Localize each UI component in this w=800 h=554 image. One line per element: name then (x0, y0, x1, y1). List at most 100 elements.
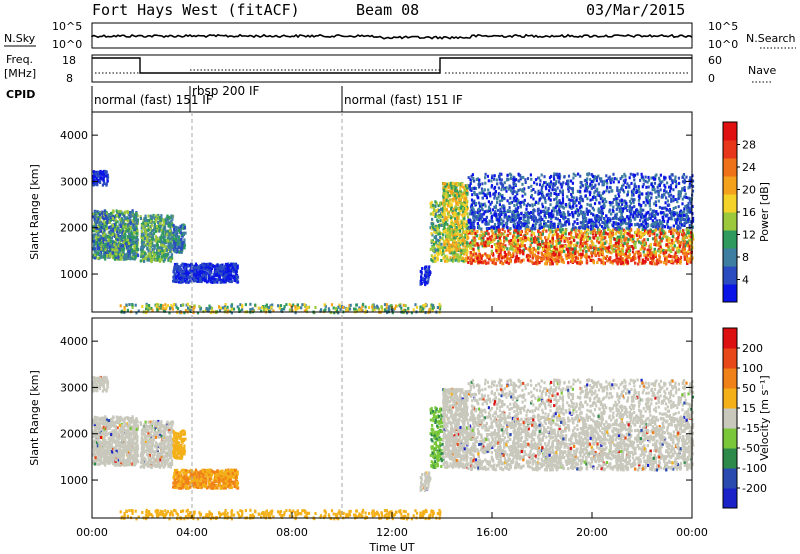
power-cell (98, 218, 102, 222)
power-cell (136, 214, 139, 218)
power-cell (236, 280, 239, 284)
power-cell (115, 252, 118, 256)
power-cell (217, 272, 220, 276)
power-cell (434, 235, 437, 239)
power-cell (111, 233, 114, 237)
power-cell (176, 242, 179, 246)
power-cell (435, 256, 438, 260)
power-cell (115, 248, 118, 252)
power-cell (223, 278, 226, 282)
power-cell (164, 228, 167, 232)
nsearch-tick-top: 10^5 (708, 20, 738, 33)
power-cell (457, 253, 460, 257)
power-cell (104, 217, 107, 220)
power-cell (103, 232, 106, 236)
power-cell (463, 197, 466, 201)
power-cell (97, 220, 100, 224)
power-cell (226, 276, 229, 279)
power-cell (146, 236, 149, 240)
power-cell (157, 224, 160, 228)
power-cell (428, 265, 431, 269)
power-cell (180, 276, 183, 280)
power-cell (166, 254, 169, 258)
power-cell (199, 269, 202, 273)
power-cell (115, 254, 119, 258)
power-cell (427, 275, 430, 279)
beam-label: Beam 08 (356, 1, 419, 19)
power-cell (132, 221, 135, 225)
power-cell (154, 235, 157, 239)
power-cell (213, 267, 217, 271)
power-cell (92, 176, 95, 180)
power-cell (443, 222, 446, 226)
power-cell (459, 226, 462, 230)
power-cell (157, 254, 161, 258)
power-cell (455, 231, 459, 235)
power-cell (106, 221, 109, 225)
power-cell (229, 280, 232, 284)
power-cell (179, 273, 182, 277)
power-cell (96, 170, 100, 174)
power-cell (210, 267, 214, 271)
power-cell (462, 259, 465, 262)
power-cell (116, 228, 119, 232)
power-cell (440, 253, 443, 257)
power-cell (113, 215, 116, 219)
power-cell (168, 224, 171, 228)
power-cell (144, 219, 147, 222)
power-cell (115, 243, 118, 247)
power-cell (141, 241, 144, 245)
power-cell (127, 234, 130, 238)
freq-trace (92, 57, 692, 74)
power-cell (451, 197, 454, 201)
power-cell (159, 224, 162, 228)
power-cell (167, 235, 170, 239)
power-cell (430, 254, 433, 258)
power-cell (124, 253, 127, 257)
power-cell (443, 210, 446, 214)
power-cell (442, 212, 445, 216)
power-cell (443, 224, 446, 228)
power-cell (465, 209, 468, 213)
power-cell (172, 270, 175, 274)
power-cell (103, 209, 106, 213)
power-cell (99, 229, 103, 233)
power-cell (201, 277, 205, 281)
power-cell (218, 271, 221, 275)
power-cell (430, 227, 434, 231)
power-cell (461, 207, 464, 210)
power-cell (105, 212, 109, 216)
power-cell (111, 227, 115, 231)
power-cell (142, 240, 145, 244)
power-cell (182, 231, 185, 235)
power-cell (435, 237, 438, 241)
power-cell (166, 218, 169, 222)
power-cell (112, 210, 115, 214)
power-cell (129, 218, 132, 222)
power-cell (118, 247, 121, 251)
power-cell (460, 182, 463, 186)
power-cell (139, 259, 142, 263)
power-cell (185, 271, 188, 274)
power-cell (124, 216, 128, 220)
power-cell (202, 274, 205, 278)
power-cell (147, 258, 150, 262)
power-cell (136, 231, 139, 235)
power-cell (172, 268, 176, 272)
power-cell (122, 224, 125, 228)
power-cell (447, 204, 450, 208)
power-cell (174, 267, 177, 271)
power-cell (446, 234, 449, 238)
power-cell (110, 236, 113, 240)
power-cell (111, 254, 114, 258)
power-cell (446, 212, 450, 216)
power-cell (105, 214, 108, 218)
power-cell (155, 217, 158, 221)
power-cell (465, 188, 469, 192)
power-cell (156, 256, 159, 260)
power-cell (432, 210, 435, 214)
power-cell (209, 271, 212, 275)
power-cell (115, 230, 119, 234)
power-cell (160, 246, 163, 249)
power-cell (177, 273, 180, 277)
